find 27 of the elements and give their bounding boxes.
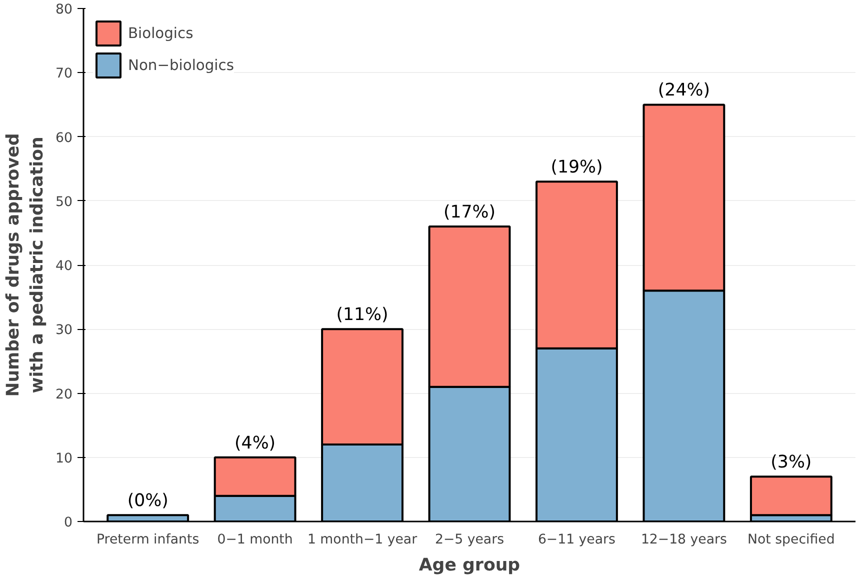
annotation: (24%): [658, 80, 710, 101]
y-tick-label: 80: [56, 2, 73, 18]
y-tick-label: 40: [56, 259, 73, 274]
annotation: (0%): [127, 491, 168, 512]
legend-label: Non−biologics: [128, 56, 234, 74]
x-tick-label: 0−1 month: [217, 532, 293, 548]
x-tick-label: 2−5 years: [434, 532, 504, 548]
annotation: (19%): [550, 158, 603, 178]
y-tick-label: 50: [56, 194, 73, 210]
legend-label: Biologics: [128, 24, 194, 42]
x-tick-label: Not specified: [748, 532, 835, 548]
annotation: (11%): [336, 305, 388, 326]
x-tick-label: 6−11 years: [538, 532, 616, 548]
y-tick-label: 0: [64, 516, 73, 530]
annotation: (3%): [770, 452, 812, 473]
x-tick-label: 1 month−1 year: [307, 532, 418, 548]
y-tick-label: 10: [56, 451, 73, 466]
x-tick-label: 12−18 years: [640, 532, 727, 548]
y-tick-label: 70: [56, 66, 73, 82]
y-tick-label: 30: [56, 323, 73, 338]
annotation: (17%): [443, 202, 496, 223]
x-axis-title: Age group: [418, 556, 520, 576]
annotation: (4%): [234, 433, 276, 454]
y-tick-label: 20: [56, 387, 73, 402]
y-tick-label: 60: [56, 130, 73, 146]
x-tick-label: Preterm infants: [96, 532, 200, 548]
y-axis-title: Number of drugs approved with a pediatric indication: [4, 133, 48, 397]
